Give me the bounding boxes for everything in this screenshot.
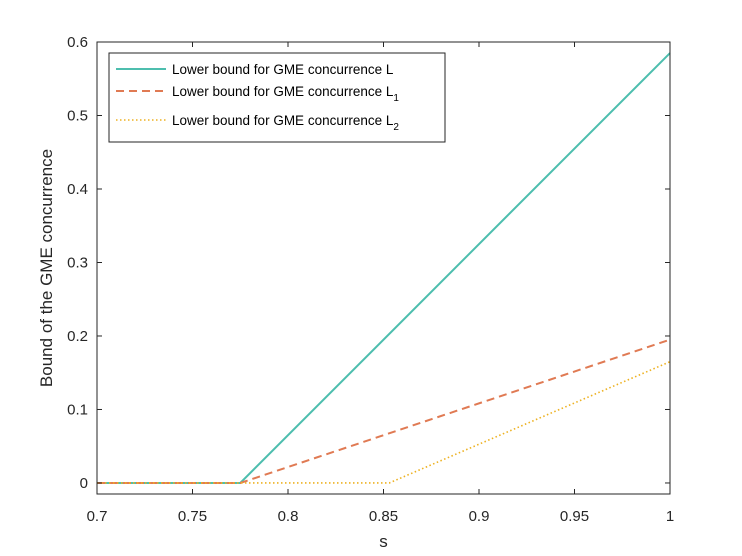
series-layer (97, 52, 671, 484)
y-tick-label: 0.1 (67, 401, 88, 418)
series-line-2 (97, 338, 671, 484)
tick-label-layer: 0.7 0.75 0.8 0.85 0.9 0.95 1 0 0.1 0.2 0.3 0.4 0.5 0.… (67, 34, 674, 525)
legend-label-subscript: 1 (393, 93, 399, 104)
tick-layer (96, 41, 671, 494)
x-tick-label: 1 (666, 508, 674, 525)
x-tick-label: 0.75 (178, 508, 207, 525)
y-axis-label: Bound of the GME concurrence (37, 149, 56, 387)
plot-border (96, 41, 671, 495)
x-tick-label: 0.9 (469, 508, 490, 525)
legend-label-text: Lower bound for GME concurrence L (172, 113, 394, 128)
legend-label-subscript: 2 (393, 122, 399, 133)
x-tick-label: 0.85 (369, 508, 398, 525)
x-axis-label: s (379, 532, 388, 551)
legend-label-3: Lower bound for GME concurrence L2 (172, 113, 399, 133)
legend-label-2: Lower bound for GME concurrence L1 (172, 84, 399, 104)
y-tick-label: 0 (80, 475, 88, 492)
legend-box (108, 52, 446, 143)
y-tick-label: 0.3 (67, 254, 88, 271)
x-tick-label: 0.7 (87, 508, 108, 525)
y-tick-label: 0.4 (67, 181, 88, 198)
x-tick-label: 0.8 (278, 508, 299, 525)
y-tick-label: 0.5 (67, 107, 88, 124)
series-line-3 (97, 360, 671, 484)
legend-label-1: Lower bound for GME concurrence L (172, 62, 394, 77)
y-tick-label: 0.6 (67, 34, 88, 51)
y-tick-label: 0.2 (67, 328, 88, 345)
legend-label-text: Lower bound for GME concurrence L (172, 62, 394, 77)
x-tick-label: 0.95 (560, 508, 589, 525)
legend-label-text: Lower bound for GME concurrence L (172, 84, 394, 99)
